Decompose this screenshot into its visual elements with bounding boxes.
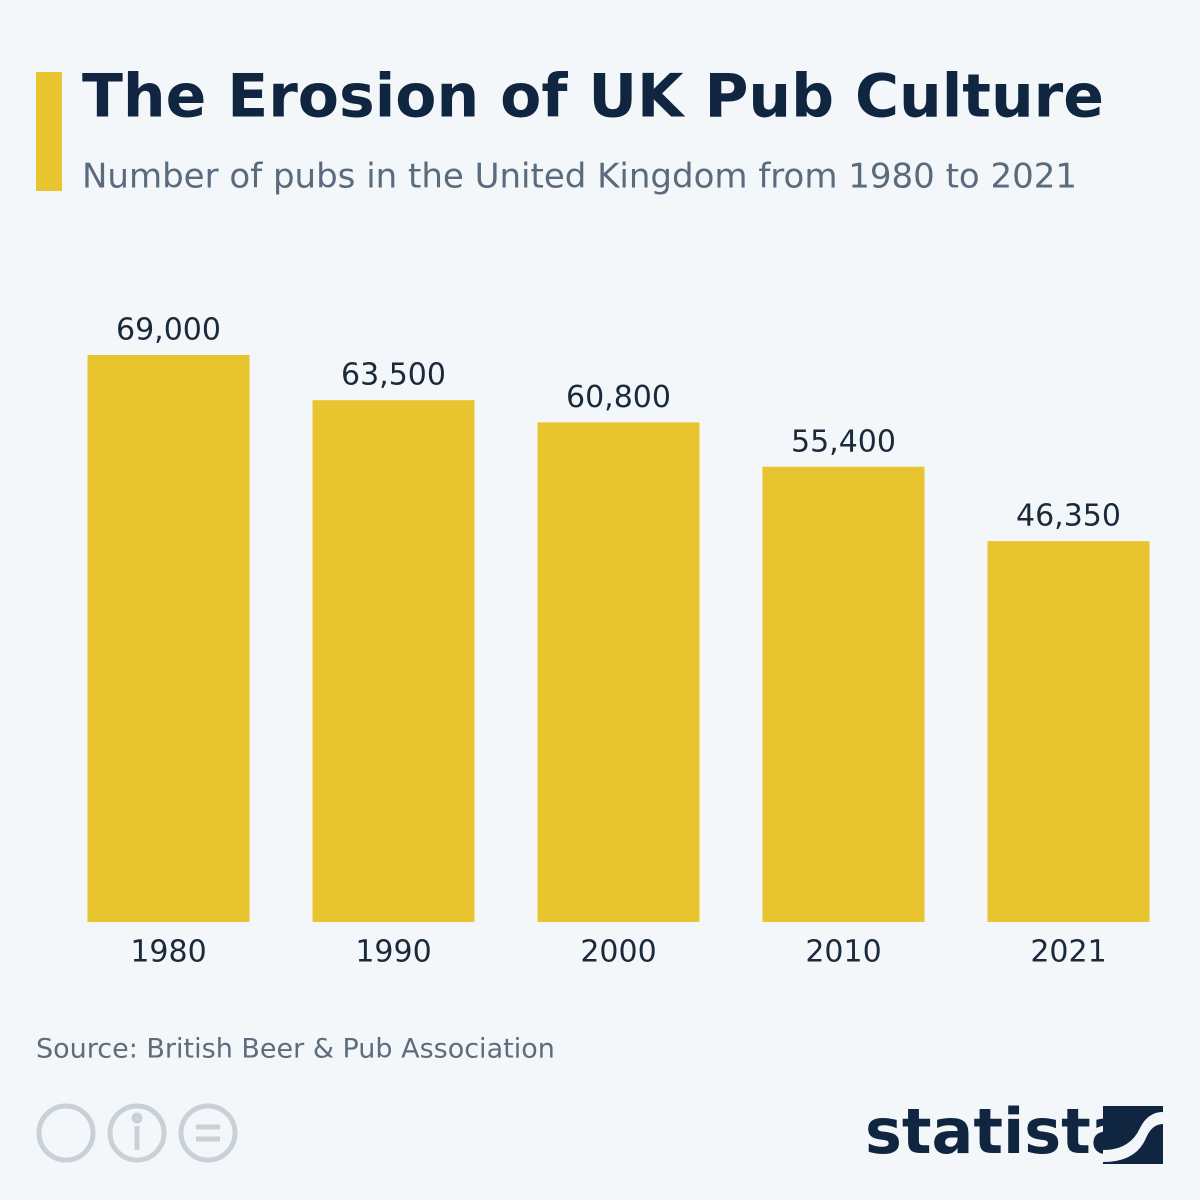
bar <box>312 400 475 922</box>
value-label: 55,400 <box>791 424 896 459</box>
chart-subtitle: Number of pubs in the United Kingdom fro… <box>82 157 1077 197</box>
brand-logo <box>1103 1106 1163 1164</box>
brand: statista <box>865 1095 1133 1168</box>
x-tick-label: 2000 <box>580 935 656 970</box>
source: Source: British Beer & Pub Association <box>36 1034 555 1065</box>
by-icon <box>107 1103 167 1163</box>
nd-icon <box>178 1103 238 1163</box>
cc-icon <box>36 1103 96 1163</box>
bar <box>762 466 925 922</box>
value-label: 46,350 <box>1016 499 1121 534</box>
value-label: 69,000 <box>116 313 221 348</box>
license-icons <box>36 1103 238 1163</box>
chart-title: The Erosion of UK Pub Culture <box>82 62 1104 132</box>
bar <box>87 355 250 922</box>
logo-wave <box>1103 1112 1163 1162</box>
by-head <box>131 1112 143 1124</box>
bar <box>537 422 700 922</box>
bar <box>987 541 1150 922</box>
value-label: 63,500 <box>341 358 446 393</box>
title-accent <box>36 72 62 191</box>
x-tick-label: 2010 <box>805 935 881 970</box>
x-tick-label: 1980 <box>130 935 206 970</box>
x-tick-label: 1990 <box>355 935 431 970</box>
x-tick-label: 2021 <box>1030 935 1106 970</box>
value-label: 60,800 <box>566 380 671 415</box>
